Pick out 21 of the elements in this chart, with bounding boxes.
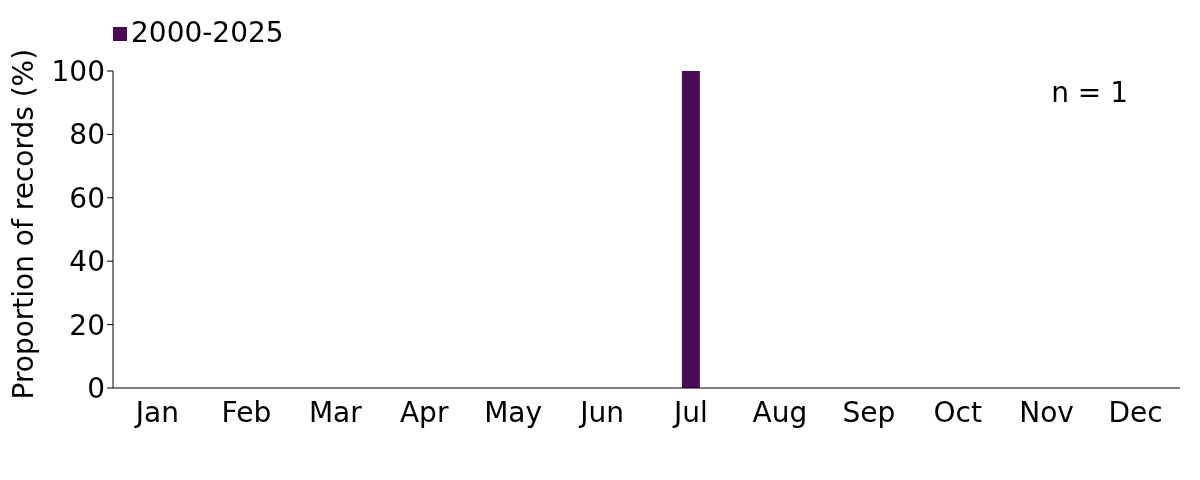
y-tick-label: 40 — [69, 245, 105, 279]
x-tick-label: Sep — [842, 395, 896, 429]
x-tick-label: Jun — [578, 395, 624, 429]
x-tick-label: Oct — [933, 395, 982, 429]
x-tick-label: Jan — [133, 395, 180, 429]
x-tick-label: Dec — [1108, 395, 1163, 429]
x-tick-label: Feb — [221, 395, 272, 429]
y-tick-label: 100 — [51, 54, 105, 88]
y-tick-label: 80 — [69, 118, 105, 152]
x-tick-label: Nov — [1019, 395, 1074, 429]
x-tick-label: Mar — [308, 395, 363, 429]
annotation: n = 1 — [1051, 76, 1128, 109]
y-tick-label: 0 — [87, 371, 105, 405]
x-tick-label: Jul — [672, 395, 708, 429]
legend-label: 2000-2025 — [131, 16, 284, 49]
x-tick-label: Apr — [399, 395, 449, 429]
y-axis-title: Proportion of records (%) — [6, 48, 40, 400]
x-tick-label: Aug — [752, 395, 808, 429]
y-tick-label: 20 — [69, 308, 105, 342]
x-tick-label: May — [484, 395, 543, 429]
y-tick-label: 60 — [69, 181, 105, 215]
